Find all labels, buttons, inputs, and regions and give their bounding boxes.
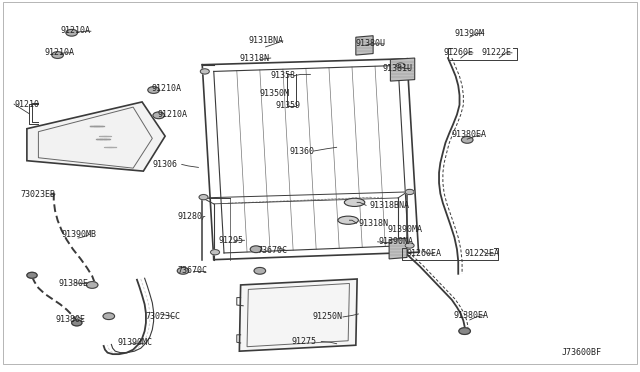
Text: 91358: 91358 <box>270 71 295 80</box>
Circle shape <box>27 272 37 278</box>
Text: 91295: 91295 <box>218 236 243 245</box>
Text: 91275: 91275 <box>291 337 316 346</box>
Text: 91280: 91280 <box>177 212 202 221</box>
Text: 91380E: 91380E <box>56 315 86 324</box>
Circle shape <box>211 250 220 255</box>
Circle shape <box>103 313 115 320</box>
Text: 91260EA: 91260EA <box>406 249 442 258</box>
Text: 91210A: 91210A <box>151 84 181 93</box>
Text: 9131BNA: 9131BNA <box>248 36 284 45</box>
Text: 91318BNA: 91318BNA <box>369 201 410 210</box>
Text: 91359: 91359 <box>275 101 300 110</box>
Text: 91380U: 91380U <box>355 39 385 48</box>
Text: 91210A: 91210A <box>45 48 75 57</box>
Circle shape <box>459 328 470 334</box>
Circle shape <box>153 112 164 119</box>
Circle shape <box>177 267 189 274</box>
Circle shape <box>200 69 209 74</box>
Polygon shape <box>356 36 373 55</box>
Polygon shape <box>390 58 415 81</box>
Ellipse shape <box>344 198 365 206</box>
Text: 91306: 91306 <box>152 160 177 169</box>
Ellipse shape <box>338 216 358 224</box>
Circle shape <box>199 195 208 200</box>
Text: 91250N: 91250N <box>312 312 342 321</box>
Circle shape <box>72 320 82 326</box>
Circle shape <box>254 267 266 274</box>
Polygon shape <box>389 238 407 259</box>
Text: 91222E: 91222E <box>481 48 511 57</box>
Circle shape <box>461 137 473 143</box>
Text: 91390NA: 91390NA <box>378 237 413 246</box>
Circle shape <box>52 52 63 58</box>
Polygon shape <box>27 102 165 171</box>
Text: 91360: 91360 <box>290 147 315 155</box>
Text: 91350M: 91350M <box>260 89 290 98</box>
Text: 91390MB: 91390MB <box>61 230 97 239</box>
Circle shape <box>66 29 77 36</box>
Text: 73670C: 73670C <box>258 246 288 255</box>
Text: 73023CC: 73023CC <box>146 312 181 321</box>
Text: 91210A: 91210A <box>157 110 188 119</box>
Polygon shape <box>239 279 357 351</box>
Text: 91380EA: 91380EA <box>453 311 488 320</box>
Text: 91390MC: 91390MC <box>117 339 152 347</box>
Circle shape <box>148 87 159 93</box>
Text: J73600BF: J73600BF <box>562 348 602 357</box>
Text: 91381U: 91381U <box>382 64 412 73</box>
Circle shape <box>250 246 262 253</box>
Text: 73670C: 73670C <box>177 266 207 275</box>
Text: 91318N: 91318N <box>239 54 269 63</box>
Text: 91260E: 91260E <box>444 48 474 57</box>
Text: 91390M: 91390M <box>454 29 484 38</box>
Circle shape <box>405 189 414 195</box>
Text: 91380E: 91380E <box>59 279 89 288</box>
Text: 73023EB: 73023EB <box>20 190 56 199</box>
Text: 91390MA: 91390MA <box>388 225 423 234</box>
Text: 91222EA: 91222EA <box>465 249 500 258</box>
Text: 91210A: 91210A <box>61 26 91 35</box>
Text: 91318N: 91318N <box>358 219 388 228</box>
Text: 91210: 91210 <box>14 100 39 109</box>
Circle shape <box>86 282 98 288</box>
Text: 91380EA: 91380EA <box>451 130 486 139</box>
Circle shape <box>405 243 414 248</box>
Circle shape <box>396 63 405 68</box>
